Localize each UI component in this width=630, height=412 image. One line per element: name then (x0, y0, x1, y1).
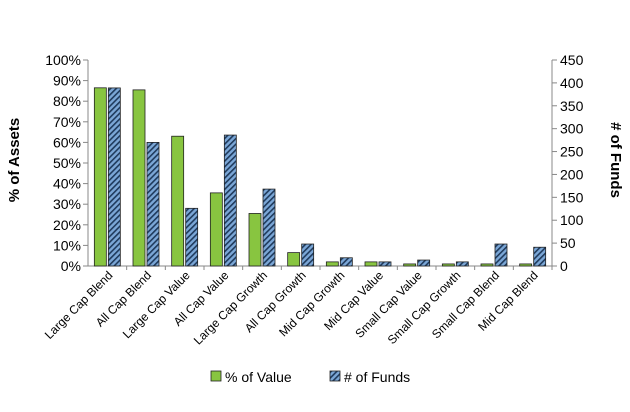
legend-swatch-num-funds (329, 370, 341, 382)
right-tick-label: 50 (560, 235, 576, 251)
bar-pct-value (287, 252, 301, 267)
bar-pct-value (132, 89, 146, 267)
bar-num-funds (185, 207, 199, 267)
category-label: Small Cap Blend (429, 268, 502, 341)
bar-pct-value (403, 263, 417, 267)
left-tick-label: 30% (53, 196, 81, 212)
bar-pct-value (248, 213, 262, 267)
bar-pct-value (364, 261, 378, 267)
category-label: Large Cap Value (120, 268, 193, 341)
bar-num-funds (223, 134, 237, 267)
right-tick-label: 350 (560, 98, 584, 114)
right-tick-label: 250 (560, 144, 584, 160)
bar-pct-value (325, 261, 339, 267)
left-tick-label: 40% (53, 176, 81, 192)
bar-num-funds (494, 243, 508, 267)
bar-num-funds (378, 261, 392, 267)
bar-pct-value (480, 263, 494, 267)
left-tick-label: 80% (53, 93, 81, 109)
legend-swatch-pct-value (210, 370, 222, 382)
bar-num-funds (455, 261, 469, 267)
left-tick-label: 70% (53, 114, 81, 130)
left-tick-label: 50% (53, 155, 81, 171)
right-tick-label: 300 (560, 121, 584, 137)
bar-pct-value (171, 135, 185, 267)
bar-num-funds (262, 188, 276, 267)
bar-num-funds (417, 259, 431, 267)
right-tick-label: 150 (560, 189, 584, 205)
left-tick-label: 90% (53, 73, 81, 89)
bar-num-funds (146, 141, 160, 267)
bar-num-funds (339, 257, 353, 267)
bar-num-funds (107, 87, 121, 267)
bar-num-funds (301, 243, 315, 267)
bar-num-funds (533, 246, 547, 267)
left-tick-label: 20% (53, 217, 81, 233)
right-tick-label: 100 (560, 212, 584, 228)
left-tick-label: 100% (45, 52, 81, 68)
legend-label-pct-value: % of Value (225, 369, 292, 385)
left-tick-label: 10% (53, 237, 81, 253)
left-tick-label: 0% (61, 258, 81, 274)
right-tick-label: 0 (560, 258, 568, 274)
category-label: Large Cap Blend (42, 268, 116, 342)
right-tick-label: 200 (560, 166, 584, 182)
bar-pct-value (209, 192, 223, 267)
left-tick-label: 60% (53, 134, 81, 150)
bar-pct-value (93, 87, 107, 267)
category-label: Small Cap Value (352, 268, 425, 341)
legend-label-num-funds: # of Funds (344, 369, 410, 385)
left-axis-title: % of Assets (6, 118, 23, 202)
bar-pct-value (441, 263, 455, 267)
bar-pct-value (519, 263, 533, 267)
right-tick-label: 400 (560, 75, 584, 91)
right-tick-label: 450 (560, 52, 584, 68)
right-axis-title: # of Funds (607, 122, 624, 198)
